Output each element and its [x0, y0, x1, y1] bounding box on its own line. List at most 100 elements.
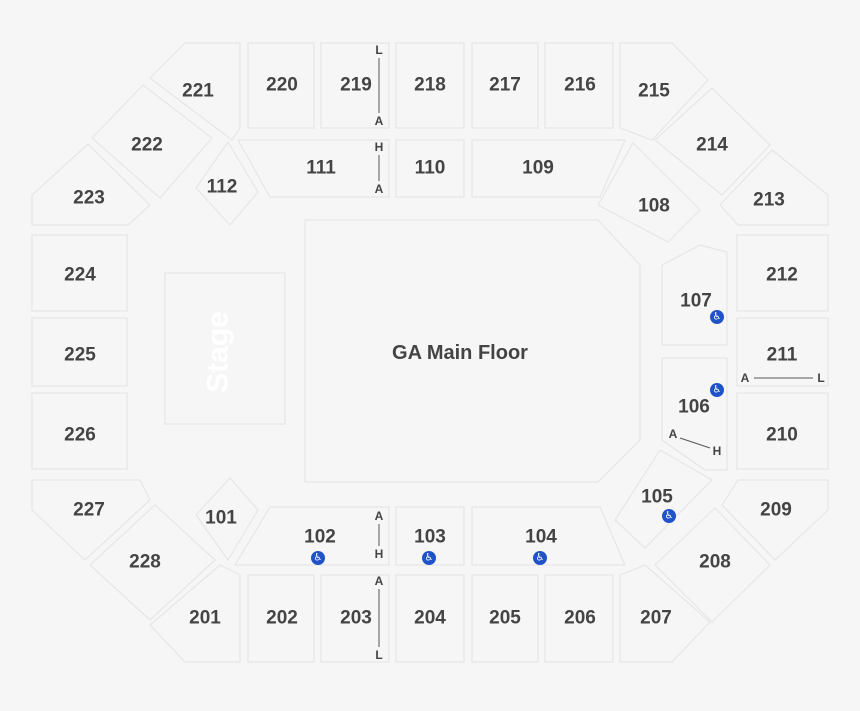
section-212-label: 212: [766, 265, 798, 286]
section-223-label: 223: [73, 188, 105, 209]
section-222[interactable]: 222: [91, 84, 213, 199]
section-226[interactable]: 226: [31, 392, 128, 470]
section-109-label: 109: [522, 158, 554, 179]
section-110[interactable]: 110: [395, 139, 465, 198]
section-205[interactable]: 205: [471, 574, 539, 663]
row-marker-bottom: H: [375, 547, 384, 561]
section-106-label: 106: [678, 397, 710, 418]
section-213[interactable]: 213: [719, 149, 829, 226]
section-203[interactable]: 203: [320, 574, 390, 663]
row-marker-219: L A: [375, 43, 384, 128]
section-209-label: 209: [760, 500, 792, 521]
section-207-label: 207: [640, 608, 672, 629]
section-210[interactable]: 210: [736, 392, 829, 470]
svg-text:♿: ♿: [665, 511, 674, 522]
section-217[interactable]: 217: [471, 42, 539, 129]
section-105[interactable]: 105: [614, 449, 713, 549]
row-marker-203: A L: [375, 574, 384, 662]
section-109[interactable]: 109: [471, 139, 626, 198]
section-108-label: 108: [638, 196, 670, 217]
section-104[interactable]: 104: [471, 506, 626, 566]
row-marker-top: H: [375, 140, 384, 154]
section-225[interactable]: 225: [31, 317, 128, 387]
section-221-label: 221: [182, 81, 214, 102]
section-226-label: 226: [64, 425, 96, 446]
wheelchair-icon: ♿: [311, 551, 325, 565]
section-218-label: 218: [414, 75, 446, 96]
section-221[interactable]: 221: [149, 42, 241, 141]
wheelchair-icon: ♿: [662, 509, 676, 523]
section-101[interactable]: 101: [195, 477, 259, 562]
section-205-label: 205: [489, 608, 521, 629]
section-201[interactable]: 201: [149, 564, 241, 663]
section-224-label: 224: [64, 265, 96, 286]
section-111-label: 111: [306, 158, 336, 179]
section-225-label: 225: [64, 345, 96, 366]
section-211-label: 211: [767, 345, 798, 366]
section-215-label: 215: [638, 81, 670, 102]
row-marker-right: H: [713, 444, 722, 458]
section-206-label: 206: [564, 608, 596, 629]
section-216[interactable]: 216: [544, 42, 614, 129]
section-228[interactable]: 228: [89, 504, 216, 621]
section-219[interactable]: 219: [320, 42, 390, 129]
row-marker-111: H A: [375, 140, 384, 196]
row-marker-106: A H: [669, 427, 722, 458]
section-112-label: 112: [207, 177, 238, 198]
section-207[interactable]: 207: [619, 564, 711, 663]
section-107[interactable]: 107: [661, 244, 728, 346]
section-202[interactable]: 202: [247, 574, 315, 663]
section-222-label: 222: [131, 135, 163, 156]
row-marker-top: A: [375, 509, 384, 523]
section-217-label: 217: [489, 75, 521, 96]
section-101-label: 101: [205, 508, 237, 529]
row-marker-211: A L: [741, 371, 825, 385]
wheelchair-icon: ♿: [533, 551, 547, 565]
section-110-label: 110: [415, 158, 446, 179]
section-214[interactable]: 214: [654, 87, 771, 196]
section-206[interactable]: 206: [544, 574, 614, 663]
row-marker-right: L: [817, 371, 824, 385]
section-209[interactable]: 209: [721, 479, 829, 561]
stage: Stage: [164, 272, 286, 425]
svg-text:♿: ♿: [713, 312, 722, 323]
section-111[interactable]: 111: [236, 139, 390, 198]
wheelchair-icon: ♿: [710, 310, 724, 324]
section-218[interactable]: 218: [395, 42, 465, 129]
section-223[interactable]: 223: [31, 143, 151, 226]
section-224[interactable]: 224: [31, 234, 128, 312]
section-220[interactable]: 220: [247, 42, 315, 129]
svg-text:♿: ♿: [713, 385, 722, 396]
section-102[interactable]: 102: [233, 506, 390, 566]
row-marker-left: A: [741, 371, 750, 385]
section-204[interactable]: 204: [395, 574, 465, 663]
section-211[interactable]: 211: [736, 317, 829, 387]
ga-main-floor-label: GA Main Floor: [392, 342, 528, 364]
wheelchair-icon: ♿: [710, 383, 724, 397]
section-228-label: 228: [129, 552, 161, 573]
section-227-label: 227: [73, 500, 105, 521]
row-marker-102: A H: [375, 509, 384, 561]
section-208[interactable]: 208: [654, 507, 771, 623]
section-107-label: 107: [680, 291, 712, 312]
row-marker-top: A: [375, 574, 384, 588]
svg-text:♿: ♿: [314, 553, 323, 564]
section-210-label: 210: [766, 425, 798, 446]
section-227[interactable]: 227: [31, 479, 151, 561]
section-212[interactable]: 212: [736, 234, 829, 312]
section-204-label: 204: [414, 608, 446, 629]
section-216-label: 216: [564, 75, 596, 96]
ga-main-floor[interactable]: GA Main Floor: [304, 219, 641, 483]
section-112[interactable]: 112: [195, 140, 259, 226]
section-203-label: 203: [340, 608, 372, 629]
svg-text:♿: ♿: [536, 553, 545, 564]
section-202-label: 202: [266, 608, 298, 629]
svg-text:♿: ♿: [425, 553, 434, 564]
section-215[interactable]: 215: [619, 42, 709, 141]
section-106[interactable]: 106: [661, 357, 728, 471]
section-108[interactable]: 108: [597, 142, 701, 243]
section-103-label: 103: [414, 527, 446, 548]
section-213-label: 213: [753, 190, 785, 211]
row-marker-top: L: [375, 43, 382, 57]
